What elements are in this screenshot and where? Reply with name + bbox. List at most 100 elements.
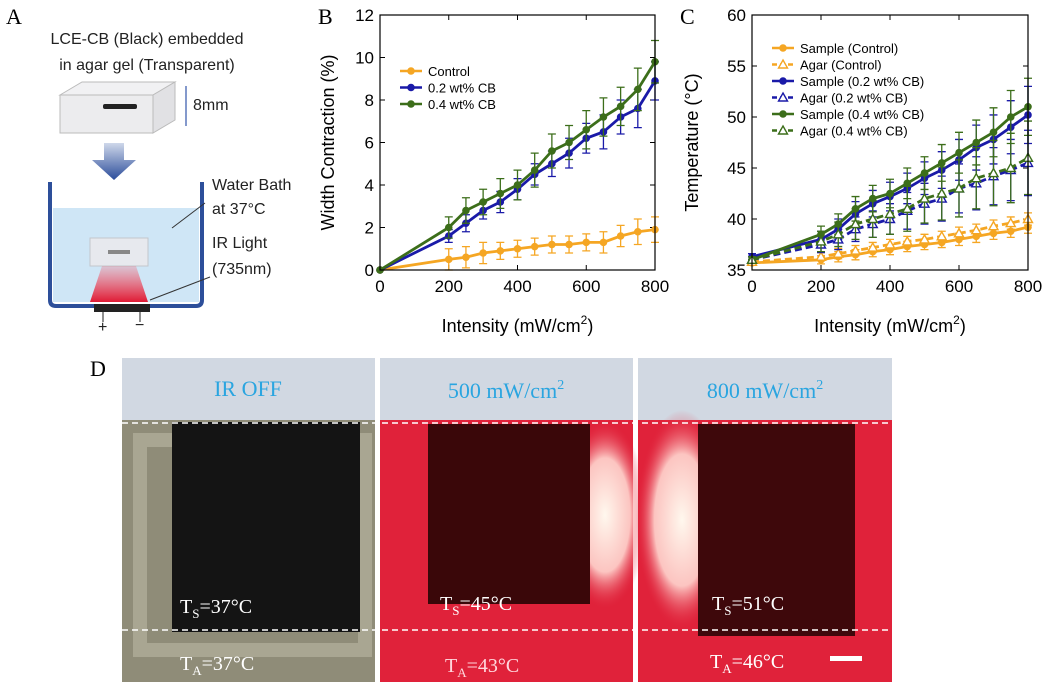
- y-axis-label: Temperature (°C): [682, 73, 702, 211]
- caption: LCE-CB (Black) embedded: [51, 31, 244, 48]
- point: [479, 198, 487, 206]
- x-tick-label: 800: [1014, 277, 1042, 296]
- label: Water Bath: [212, 177, 291, 194]
- point: [918, 192, 931, 203]
- x-tick-label: 600: [572, 277, 600, 296]
- point: [918, 233, 931, 244]
- legend-label: Sample (Control): [800, 41, 898, 56]
- point: [972, 138, 981, 147]
- pointer: [171, 202, 206, 229]
- y-tick-label: 10: [355, 49, 374, 68]
- temp-label: TA=46°C: [710, 651, 784, 676]
- x-axis-label: Intensity (mW/cm2): [442, 313, 594, 336]
- pointer: [149, 276, 211, 301]
- point: [884, 207, 896, 219]
- point: [444, 255, 453, 264]
- legend-marker: [407, 100, 415, 108]
- legend-marker: [779, 44, 787, 52]
- x-tick-label: 400: [876, 277, 904, 296]
- point: [513, 181, 522, 189]
- series: 0.4 wt% CB: [376, 39, 659, 274]
- point: [1005, 217, 1017, 228]
- photos: IR OFF 500 mW/cm2 800 mW/cm2 TS=37°C TA=…: [122, 358, 892, 682]
- x-axis-label: Intensity (mW/cm2): [814, 313, 966, 336]
- sample: [172, 422, 360, 632]
- point: [936, 187, 948, 198]
- point: [462, 206, 470, 215]
- gel-front: [59, 94, 154, 134]
- x-tick-label: 400: [503, 277, 531, 296]
- x-tick-label: 200: [435, 277, 463, 296]
- sample: [428, 424, 590, 604]
- temp-label: TA=43°C: [445, 655, 519, 680]
- legend-marker: [779, 77, 787, 85]
- point: [530, 166, 539, 174]
- label: IR Light: [212, 235, 268, 252]
- chart: 0 2 4 6 8 10 12 0 200 400 600 800 Width Contraction …: [318, 6, 669, 336]
- legend-label: Sample (0.4 wt% CB): [800, 107, 924, 122]
- point: [815, 250, 827, 261]
- label: (735nm): [212, 261, 272, 278]
- point: [599, 113, 608, 121]
- photo-header: [380, 358, 633, 420]
- point: [987, 220, 1000, 231]
- point: [832, 228, 844, 239]
- panel-letter: C: [680, 4, 695, 29]
- point: [565, 240, 573, 249]
- legend-marker: [407, 67, 415, 75]
- dimension-label: 8mm: [193, 97, 229, 114]
- temp-label: TS=45°C: [440, 593, 512, 618]
- plot-frame: [751, 14, 1029, 271]
- x-tick-label: 0: [375, 277, 384, 296]
- caption: in agar gel (Transparent): [59, 57, 235, 74]
- x-tick-label: 800: [641, 277, 669, 296]
- ir-beam: [90, 266, 148, 302]
- point: [953, 227, 965, 238]
- legend-label: Agar (0.2 wt% CB): [800, 91, 908, 106]
- point: [462, 253, 470, 262]
- point: [513, 244, 522, 253]
- legend-marker: [777, 58, 789, 69]
- point: [955, 148, 963, 157]
- x-axis-label-part: ): [587, 316, 593, 336]
- temp-label: TS=37°C: [180, 596, 252, 621]
- photo-title: IR OFF: [214, 376, 282, 401]
- legend-marker: [777, 91, 789, 102]
- point: [953, 182, 965, 193]
- y-tick-label: 45: [727, 159, 746, 178]
- y-tick-label: 35: [727, 261, 746, 280]
- panel-letter: D: [90, 356, 106, 381]
- point: [937, 238, 946, 247]
- legend-marker: [777, 124, 789, 135]
- series: Control: [376, 64, 659, 274]
- point: [920, 169, 929, 177]
- point: [565, 138, 573, 147]
- point: [479, 249, 487, 257]
- x-axis-label-part: 2: [953, 313, 960, 327]
- point: [901, 235, 913, 246]
- y-tick-label: 4: [365, 176, 374, 195]
- point: [901, 202, 913, 214]
- gel-side: [152, 81, 176, 134]
- point: [884, 238, 896, 249]
- point: [634, 85, 642, 94]
- point: [548, 147, 556, 155]
- point: [444, 223, 453, 232]
- point: [616, 102, 625, 111]
- point: [599, 238, 608, 247]
- legend-label: 0.2 wt% CB: [428, 81, 496, 96]
- legend-label: 0.4 wt% CB: [428, 97, 496, 112]
- point: [582, 238, 591, 247]
- point: [903, 179, 912, 188]
- point: [548, 240, 556, 249]
- point: [530, 242, 539, 251]
- point: [849, 218, 862, 229]
- temp-label: TA=37°C: [180, 653, 254, 678]
- point: [832, 247, 844, 258]
- legend-label: Sample (0.2 wt% CB): [800, 74, 924, 89]
- y-tick-label: 40: [727, 210, 746, 229]
- temp-label: TS=51°C: [712, 593, 784, 618]
- point: [849, 244, 862, 255]
